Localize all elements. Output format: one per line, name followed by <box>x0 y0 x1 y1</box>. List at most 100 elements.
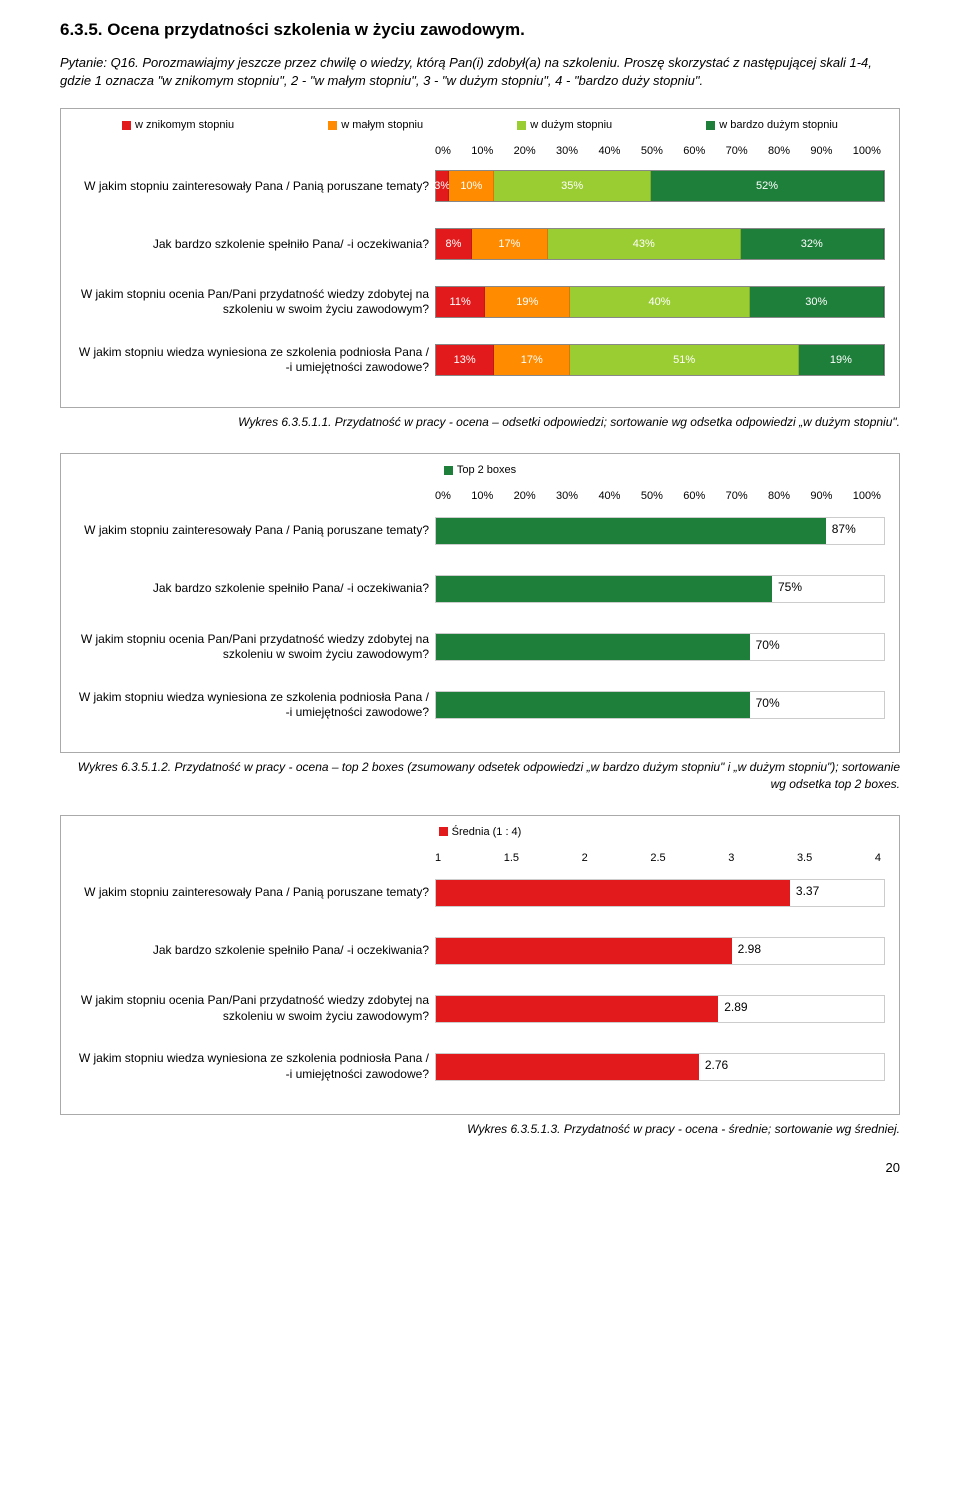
bar-fill <box>436 692 750 718</box>
bar-row: Jak bardzo szkolenie spełniło Pana/ -i o… <box>75 219 885 269</box>
axis-tick: 3.5 <box>797 852 812 864</box>
axis-tick: 3 <box>728 852 734 864</box>
bar-fill <box>436 880 790 906</box>
bar-label: W jakim stopniu zainteresowały Pana / Pa… <box>75 179 435 195</box>
bar-row: Jak bardzo szkolenie spełniło Pana/ -i o… <box>75 926 885 976</box>
axis-tick: 40% <box>598 145 620 157</box>
bar-fill <box>436 938 732 964</box>
bar-segment: 17% <box>472 229 548 259</box>
bar-segment: 35% <box>494 171 651 201</box>
bar-label: Jak bardzo szkolenie spełniło Pana/ -i o… <box>75 237 435 253</box>
bar-segment: 3% <box>436 171 449 201</box>
bar-segment: 11% <box>436 287 485 317</box>
bar-row: W jakim stopniu zainteresowały Pana / Pa… <box>75 868 885 918</box>
bar-row: W jakim stopniu ocenia Pan/Pani przydatn… <box>75 277 885 327</box>
axis-tick: 2.5 <box>650 852 665 864</box>
chart-stacked: w znikomym stopniuw małym stopniuw dużym… <box>60 108 900 408</box>
bar-segment: 32% <box>741 229 884 259</box>
legend-item-top2: Top 2 boxes <box>444 464 516 476</box>
bar-value: 70% <box>756 638 780 652</box>
bar-row: W jakim stopniu zainteresowały Pana / Pa… <box>75 161 885 211</box>
axis-tick: 20% <box>514 145 536 157</box>
bar-row: Jak bardzo szkolenie spełniło Pana/ -i o… <box>75 564 885 614</box>
bar-fill <box>436 576 772 602</box>
bar-row: W jakim stopniu wiedza wyniesiona ze szk… <box>75 680 885 730</box>
bar-segment: 43% <box>548 229 741 259</box>
bar-label: W jakim stopniu wiedza wyniesiona ze szk… <box>75 1051 435 1082</box>
legend-swatch <box>328 121 337 130</box>
page-number: 20 <box>60 1160 900 1175</box>
legend-item: w znikomym stopniu <box>122 119 234 131</box>
bar-row: W jakim stopniu zainteresowały Pana / Pa… <box>75 506 885 556</box>
bar-segment: 52% <box>651 171 884 201</box>
bar-fill <box>436 996 718 1022</box>
bar-track: 8%17%43%32% <box>435 228 885 260</box>
bar-label: W jakim stopniu wiedza wyniesiona ze szk… <box>75 345 435 376</box>
axis-tick: 80% <box>768 145 790 157</box>
bar-track: 75% <box>435 575 885 603</box>
bar-track: 2.98 <box>435 937 885 965</box>
bar-value: 2.98 <box>738 942 761 956</box>
chart1-caption: Wykres 6.3.5.1.1. Przydatność w pracy - … <box>60 414 900 431</box>
bar-row: W jakim stopniu wiedza wyniesiona ze szk… <box>75 335 885 385</box>
bar-row: W jakim stopniu wiedza wyniesiona ze szk… <box>75 1042 885 1092</box>
legend-label: w bardzo dużym stopniu <box>719 119 838 131</box>
bar-label: W jakim stopniu wiedza wyniesiona ze szk… <box>75 690 435 721</box>
axis-tick: 50% <box>641 145 663 157</box>
bar-segment: 19% <box>799 345 884 375</box>
axis-tick: 60% <box>683 145 705 157</box>
axis-tick: 1 <box>435 852 441 864</box>
legend-label: Top 2 boxes <box>457 464 516 476</box>
axis-tick: 0% <box>435 145 451 157</box>
axis-tick: 2 <box>582 852 588 864</box>
axis-tick: 90% <box>810 490 832 502</box>
bar-segment: 19% <box>485 287 570 317</box>
axis-tick: 10% <box>471 145 493 157</box>
bar-segment: 17% <box>494 345 570 375</box>
bar-track: 3%10%35%52% <box>435 170 885 202</box>
legend-swatch <box>517 121 526 130</box>
bar-track: 70% <box>435 633 885 661</box>
legend-item-mean: Średnia (1 : 4) <box>439 826 522 838</box>
question-intro: Pytanie: Q16. Porozmawiajmy jeszcze prze… <box>60 54 900 90</box>
bar-fill <box>436 518 826 544</box>
axis-tick: 40% <box>598 490 620 502</box>
axis-tick: 80% <box>768 490 790 502</box>
legend-item: w bardzo dużym stopniu <box>706 119 838 131</box>
bar-value: 3.37 <box>796 884 819 898</box>
bar-segment: 10% <box>449 171 494 201</box>
axis-tick: 70% <box>726 490 748 502</box>
bar-track: 70% <box>435 691 885 719</box>
bar-label: W jakim stopniu ocenia Pan/Pani przydatn… <box>75 287 435 318</box>
axis-tick: 70% <box>726 145 748 157</box>
bar-value: 87% <box>832 522 856 536</box>
bar-value: 2.89 <box>724 1000 747 1014</box>
axis-tick: 100% <box>853 145 881 157</box>
axis-tick: 50% <box>641 490 663 502</box>
axis-tick: 30% <box>556 145 578 157</box>
legend-label: w znikomym stopniu <box>135 119 234 131</box>
bar-value: 2.76 <box>705 1058 728 1072</box>
bar-fill <box>436 1054 699 1080</box>
bar-track: 3.37 <box>435 879 885 907</box>
chart-mean: Średnia (1 : 4) 11.522.533.54 W jakim st… <box>60 815 900 1115</box>
legend-label: Średnia (1 : 4) <box>452 826 522 838</box>
axis-tick: 20% <box>514 490 536 502</box>
axis-tick: 10% <box>471 490 493 502</box>
bar-track: 2.76 <box>435 1053 885 1081</box>
bar-row: W jakim stopniu ocenia Pan/Pani przydatn… <box>75 622 885 672</box>
bar-segment: 30% <box>750 287 884 317</box>
bar-value: 70% <box>756 696 780 710</box>
chart2-caption: Wykres 6.3.5.1.2. Przydatność w pracy - … <box>60 759 900 793</box>
bar-value: 75% <box>778 580 802 594</box>
bar-segment: 40% <box>570 287 749 317</box>
legend-label: w dużym stopniu <box>530 119 612 131</box>
bar-label: W jakim stopniu ocenia Pan/Pani przydatn… <box>75 993 435 1024</box>
bar-segment: 13% <box>436 345 494 375</box>
bar-fill <box>436 634 750 660</box>
bar-track: 11%19%40%30% <box>435 286 885 318</box>
axis-tick: 1.5 <box>504 852 519 864</box>
axis-tick: 30% <box>556 490 578 502</box>
axis-tick: 60% <box>683 490 705 502</box>
legend-swatch <box>706 121 715 130</box>
